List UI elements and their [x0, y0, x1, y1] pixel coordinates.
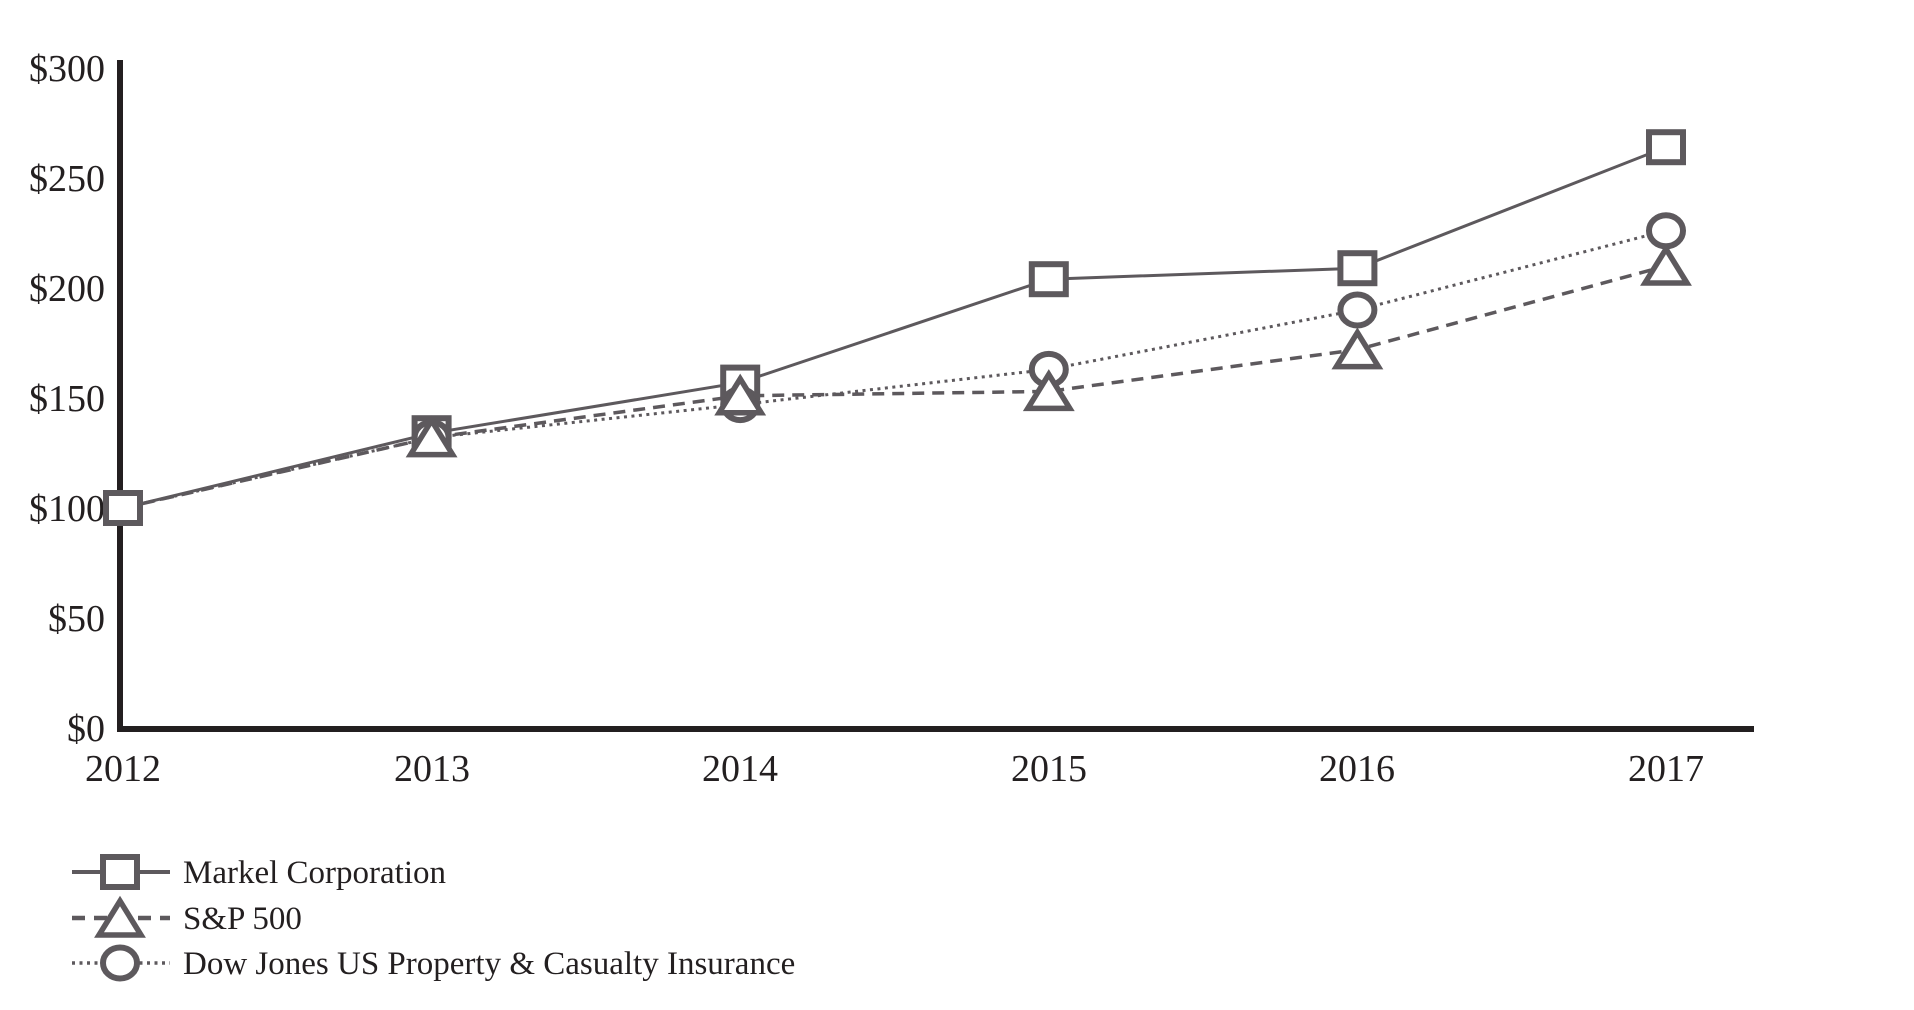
x-tick-label: 2015	[1011, 748, 1087, 790]
legend-label: Dow Jones US Property & Casualty Insuran…	[183, 946, 795, 982]
x-axis-line	[117, 726, 1754, 732]
y-tick-label: $0	[67, 708, 105, 750]
legend-label: Markel Corporation	[183, 855, 446, 891]
square-marker-icon	[100, 854, 140, 890]
triangle-data-point-marker	[405, 415, 458, 458]
legend-label: S&P 500	[183, 901, 302, 937]
legend-item-dowjones: Dow Jones US Property & Casualty Insuran…	[72, 944, 795, 982]
square-data-point-marker	[1337, 250, 1378, 287]
triangle-data-point-marker	[1022, 369, 1075, 412]
triangle-data-point-marker	[1640, 243, 1692, 286]
y-axis-line	[117, 60, 123, 731]
square-data-point-marker	[1646, 129, 1686, 166]
triangle-marker-icon	[94, 895, 146, 938]
y-tick-label: $100	[29, 488, 105, 530]
legend-item-sp500: S&P 500	[72, 895, 302, 938]
y-tick-label: $200	[29, 268, 105, 310]
x-tick-label: 2012	[85, 748, 161, 790]
x-tick-label: 2016	[1319, 748, 1395, 790]
chart-legend: Markel Corporation S&P 500 Dow Jones US …	[72, 854, 795, 982]
circle-marker-icon	[100, 944, 140, 982]
x-tick-label: 2014	[702, 748, 778, 790]
y-tick-label: $300	[29, 48, 105, 90]
circle-data-point-marker	[1337, 291, 1378, 329]
y-tick-label: $50	[48, 598, 105, 640]
circle-data-point-marker	[1646, 212, 1686, 250]
y-tick-label: $250	[29, 158, 105, 200]
series-line-solid	[122, 145, 1667, 510]
square-data-point-marker	[103, 490, 143, 526]
y-axis-tick-labels: $0 $50 $100 $150 $200 $250 $300	[29, 48, 105, 750]
x-tick-label: 2013	[394, 748, 470, 790]
x-tick-label: 2017	[1628, 748, 1704, 790]
y-tick-label: $150	[29, 378, 105, 420]
x-axis-tick-labels: 2012 2013 2014 2015 2016 2017	[85, 748, 1704, 790]
square-data-point-marker	[1028, 261, 1069, 298]
triangle-data-point-marker	[1331, 327, 1384, 370]
legend-item-markel: Markel Corporation	[72, 854, 446, 891]
series-layer	[103, 129, 1692, 526]
triangle-data-point-marker	[714, 373, 767, 416]
series-line-dotted	[122, 229, 1667, 510]
